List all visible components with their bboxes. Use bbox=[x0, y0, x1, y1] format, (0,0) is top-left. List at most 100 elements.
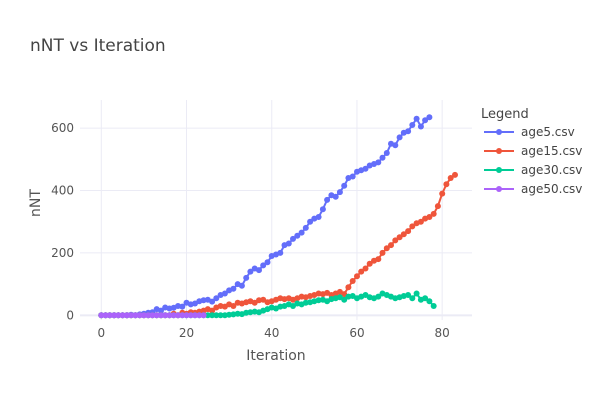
data-point bbox=[230, 303, 237, 309]
data-point bbox=[422, 295, 429, 302]
data-point bbox=[145, 312, 152, 319]
data-point bbox=[336, 189, 343, 196]
legend-swatch-marker bbox=[496, 129, 502, 135]
legend: Legend age5.csv age15.csv age30.csv age50.c… bbox=[481, 107, 582, 196]
data-point bbox=[383, 245, 390, 252]
data-point bbox=[187, 312, 194, 319]
legend-item[interactable]: age50.csv bbox=[484, 182, 582, 196]
data-point bbox=[183, 312, 190, 319]
data-point bbox=[396, 234, 403, 241]
data-point bbox=[439, 190, 446, 197]
data-point bbox=[345, 284, 352, 291]
data-point bbox=[366, 260, 373, 267]
data-point bbox=[98, 312, 105, 319]
data-point bbox=[409, 223, 416, 230]
legend-swatch-marker bbox=[496, 167, 502, 173]
y-axis-ticks: 0 200 400 600 bbox=[51, 121, 74, 322]
data-point bbox=[413, 115, 420, 122]
x-tick-label: 60 bbox=[349, 326, 364, 340]
data-point bbox=[405, 228, 412, 235]
data-point bbox=[426, 214, 433, 220]
data-point bbox=[405, 292, 412, 298]
legend-label: age30.csv bbox=[521, 163, 582, 177]
data-point bbox=[452, 171, 458, 178]
data-point bbox=[324, 196, 331, 203]
legend-label: age50.csv bbox=[521, 182, 582, 196]
data-point bbox=[179, 312, 186, 319]
data-point bbox=[277, 249, 284, 256]
data-point bbox=[362, 265, 369, 272]
legend-item[interactable]: age30.csv bbox=[484, 163, 582, 177]
data-point bbox=[379, 154, 386, 161]
legend-item[interactable]: age5.csv bbox=[484, 125, 575, 139]
data-point bbox=[209, 307, 216, 314]
data-point bbox=[238, 282, 245, 289]
data-point bbox=[213, 295, 220, 302]
data-point bbox=[375, 256, 382, 263]
data-point bbox=[158, 307, 164, 314]
y-tick-label: 200 bbox=[51, 246, 74, 260]
data-point bbox=[123, 312, 130, 319]
data-point bbox=[285, 240, 292, 247]
data-point bbox=[443, 181, 450, 188]
data-point bbox=[392, 237, 399, 244]
data-point bbox=[383, 150, 390, 156]
x-tick-label: 80 bbox=[435, 326, 450, 340]
data-point bbox=[243, 274, 250, 281]
data-point bbox=[409, 122, 416, 128]
data-point bbox=[341, 296, 348, 303]
data-point bbox=[115, 312, 122, 319]
data-point bbox=[417, 123, 424, 130]
data-point bbox=[106, 312, 113, 319]
data-point bbox=[341, 182, 348, 189]
y-axis-label: nNT bbox=[28, 189, 44, 217]
data-point bbox=[388, 242, 394, 249]
data-point bbox=[354, 273, 360, 280]
data-point bbox=[264, 259, 271, 266]
data-point bbox=[375, 159, 382, 166]
data-point bbox=[204, 312, 211, 319]
data-point bbox=[349, 278, 356, 284]
data-point bbox=[405, 128, 412, 135]
data-point bbox=[175, 312, 181, 319]
x-axis-label: Iteration bbox=[246, 348, 305, 364]
data-point bbox=[192, 312, 198, 319]
data-point bbox=[102, 312, 109, 319]
legend-swatch-marker bbox=[496, 148, 502, 154]
data-point bbox=[413, 290, 420, 297]
data-point bbox=[332, 193, 339, 200]
data-point bbox=[256, 267, 262, 274]
data-point bbox=[290, 235, 296, 242]
data-point bbox=[315, 214, 322, 220]
data-point bbox=[260, 262, 267, 269]
data-point bbox=[170, 312, 177, 319]
data-point bbox=[136, 312, 143, 319]
data-point bbox=[447, 175, 454, 181]
series-layer bbox=[98, 114, 458, 319]
data-point bbox=[349, 173, 356, 180]
data-point bbox=[119, 312, 126, 319]
legend-title: Legend bbox=[481, 107, 529, 122]
data-point bbox=[179, 303, 186, 310]
data-point bbox=[162, 312, 169, 319]
data-point bbox=[132, 312, 139, 319]
data-point bbox=[392, 142, 399, 149]
data-point bbox=[247, 268, 254, 275]
data-point bbox=[221, 290, 228, 297]
data-point bbox=[213, 312, 220, 319]
data-point bbox=[153, 312, 160, 319]
data-point bbox=[307, 218, 314, 225]
legend-label: age5.csv bbox=[521, 125, 575, 139]
data-point bbox=[111, 312, 118, 319]
data-point bbox=[196, 312, 203, 319]
legend-label: age15.csv bbox=[521, 144, 582, 158]
legend-item[interactable]: age15.csv bbox=[484, 144, 582, 158]
data-point bbox=[430, 210, 437, 217]
data-point bbox=[319, 206, 326, 213]
data-point bbox=[302, 224, 309, 231]
chart-title: nNT vs Iteration bbox=[30, 36, 166, 56]
data-point bbox=[396, 134, 403, 141]
data-point bbox=[294, 232, 301, 239]
data-point bbox=[434, 203, 441, 210]
